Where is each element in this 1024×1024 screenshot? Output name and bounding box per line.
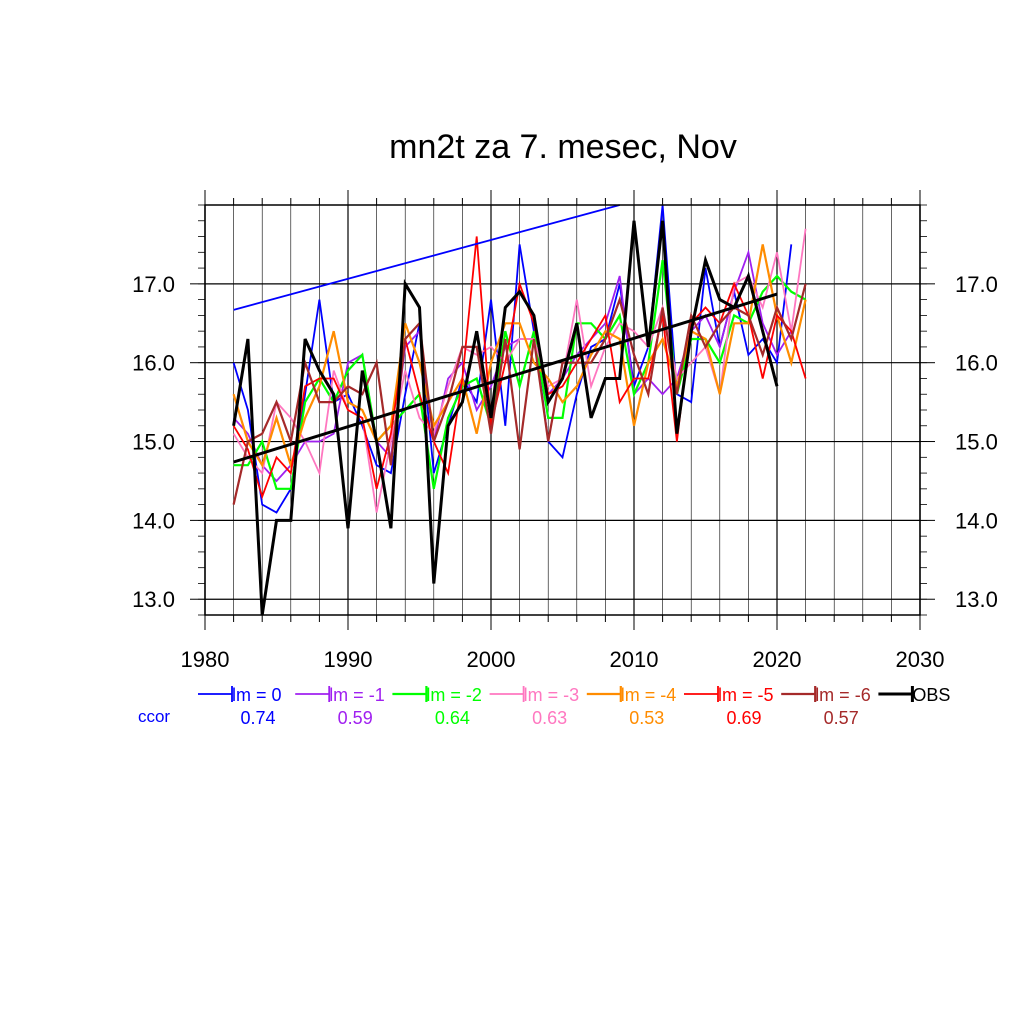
ccor-value: 0.74 xyxy=(240,708,275,728)
legend-label: lm = -5 xyxy=(718,685,774,705)
x-tick-label: 1980 xyxy=(181,647,230,672)
y-tick-label: 14.0 xyxy=(132,508,175,533)
legend-label: lm = -6 xyxy=(815,685,871,705)
ccor-value: 0.69 xyxy=(726,708,761,728)
y-tick-label: 17.0 xyxy=(132,272,175,297)
ccor-value: 0.63 xyxy=(532,708,567,728)
y-tick-label-right: 16.0 xyxy=(955,351,998,376)
y-tick-label: 15.0 xyxy=(132,430,175,455)
ccor-value: 0.59 xyxy=(338,708,373,728)
plot-frame xyxy=(204,204,921,616)
x-tick-label: 2020 xyxy=(753,647,802,672)
y-tick-label-right: 13.0 xyxy=(955,587,998,612)
legend-label: lm = -2 xyxy=(426,685,482,705)
y-tick-label: 16.0 xyxy=(132,351,175,376)
y-tick-label-right: 15.0 xyxy=(955,430,998,455)
series-line-lm-6 xyxy=(232,283,807,505)
x-tick-label: 1990 xyxy=(324,647,373,672)
ccor-value: 0.64 xyxy=(435,708,470,728)
legend: lm = 0 0.74 lm = -1 0.59 lm = -2 0.64 lm = -3 0… xyxy=(198,685,950,728)
ccor-value: 0.57 xyxy=(824,708,859,728)
trend-line-obs xyxy=(233,292,778,464)
legend-label: lm = -4 xyxy=(621,685,677,705)
ccor-label: ccor xyxy=(138,707,170,726)
legend-label: lm = -3 xyxy=(524,685,580,705)
series-group xyxy=(232,204,807,616)
axes: 1980 1990 2000 2010 2020 2030 13.0 13.0 14.0 14.0… xyxy=(132,190,998,672)
series-line-lm-2 xyxy=(233,260,807,490)
grid xyxy=(204,205,921,615)
y-tick-label: 13.0 xyxy=(132,587,175,612)
x-tick-label: 2000 xyxy=(467,647,516,672)
ccor-value: 0.53 xyxy=(629,708,664,728)
series-line-lm-5 xyxy=(232,236,807,500)
legend-label: lm = 0 xyxy=(232,685,282,705)
trend-line-lm-0 xyxy=(233,204,620,311)
series-line-obs xyxy=(232,220,779,616)
y-tick-label-right: 17.0 xyxy=(955,272,998,297)
series-line-lm-3 xyxy=(232,228,807,513)
legend-label: OBS xyxy=(912,685,950,705)
x-tick-label: 2030 xyxy=(896,647,945,672)
x-tick-label: 2010 xyxy=(610,647,659,672)
series-line-lm-4 xyxy=(232,244,807,470)
y-tick-label-right: 14.0 xyxy=(955,508,998,533)
series-line-lm-1 xyxy=(232,248,793,483)
chart-title: mn2t za 7. mesec, Nov xyxy=(389,128,737,166)
legend-label: lm = -1 xyxy=(329,685,385,705)
